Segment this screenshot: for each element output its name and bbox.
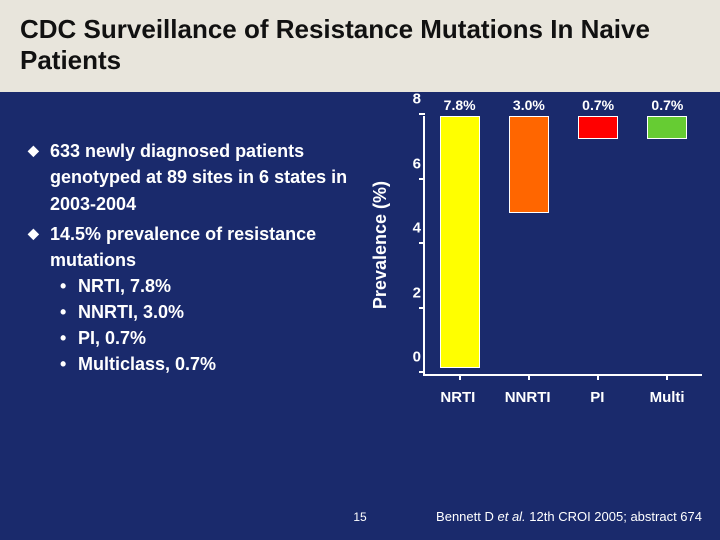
y-tick-mark xyxy=(419,307,425,309)
citation-rest: 12th CROI 2005; abstract 674 xyxy=(526,509,702,524)
x-tick-mark xyxy=(597,374,599,380)
y-tick-mark xyxy=(419,242,425,244)
x-tick-label: Multi xyxy=(634,389,701,406)
x-tick-label: PI xyxy=(564,389,631,406)
y-tick-mark xyxy=(419,178,425,180)
citation: Bennett D et al. 12th CROI 2005; abstrac… xyxy=(436,509,702,524)
bar-value-label: 7.8% xyxy=(420,97,500,113)
y-tick-label: 2 xyxy=(401,284,421,301)
bullet-2: 14.5% prevalence of resistance mutations… xyxy=(28,221,358,378)
page-number: 15 xyxy=(353,510,366,524)
bar-slot: 0.7% xyxy=(565,116,631,374)
citation-etal: et al. xyxy=(494,509,526,524)
bar-slot: 0.7% xyxy=(634,116,700,374)
x-tick-label: NRTI xyxy=(424,389,491,406)
subbullet-nnrti: NNRTI, 3.0% xyxy=(50,299,358,325)
x-tick-label: NNRTI xyxy=(494,389,561,406)
y-tick-mark xyxy=(419,371,425,373)
bar-value-label: 0.7% xyxy=(627,97,707,113)
content-row: 633 newly diagnosed patients genotyped a… xyxy=(0,92,720,410)
chart-axes: 7.8%3.0%0.7%0.7% 02468 NRTINNRTIPIMulti xyxy=(399,110,710,410)
y-tick-label: 6 xyxy=(401,155,421,172)
y-tick-label: 8 xyxy=(401,91,421,108)
bullet-2-text: 14.5% prevalence of resistance mutations xyxy=(50,224,316,270)
x-tick-mark xyxy=(666,374,668,380)
slide-title: CDC Surveillance of Resistance Mutations… xyxy=(20,14,700,76)
bar: 7.8% xyxy=(440,116,480,368)
subbullet-nrti: NRTI, 7.8% xyxy=(50,273,358,299)
x-labels: NRTINNRTIPIMulti xyxy=(423,389,702,406)
y-tick-mark xyxy=(419,113,425,115)
bar: 3.0% xyxy=(509,116,549,213)
title-band: CDC Surveillance of Resistance Mutations… xyxy=(0,0,720,92)
bar: 0.7% xyxy=(647,116,687,139)
citation-author: Bennett D xyxy=(436,509,494,524)
bar-slot: 7.8% xyxy=(426,116,492,374)
x-tick-mark xyxy=(528,374,530,380)
y-tick-label: 4 xyxy=(401,220,421,237)
bars-container: 7.8% 3.0% 0.7% 0.7% xyxy=(425,116,702,374)
bar-value-label: 3.0% xyxy=(489,97,569,113)
x-tick-mark xyxy=(459,374,461,380)
bar-chart: Prevalence (%) 7.8%3.0%0.7%0.7% 02468 NR… xyxy=(368,110,710,410)
y-axis-label: Prevalence (%) xyxy=(368,181,393,309)
subbullet-pi: PI, 0.7% xyxy=(50,325,358,351)
bullet-1: 633 newly diagnosed patients genotyped a… xyxy=(28,138,358,216)
slide: CDC Surveillance of Resistance Mutations… xyxy=(0,0,720,540)
bar-value-label: 0.7% xyxy=(558,97,638,113)
plot-area: 7.8%3.0%0.7%0.7% 02468 xyxy=(423,116,702,376)
bar-slot: 3.0% xyxy=(496,116,562,374)
subbullet-multi: Multiclass, 0.7% xyxy=(50,351,358,377)
y-tick-label: 0 xyxy=(401,349,421,366)
bullet-list: 633 newly diagnosed patients genotyped a… xyxy=(28,138,358,410)
bar: 0.7% xyxy=(578,116,618,139)
